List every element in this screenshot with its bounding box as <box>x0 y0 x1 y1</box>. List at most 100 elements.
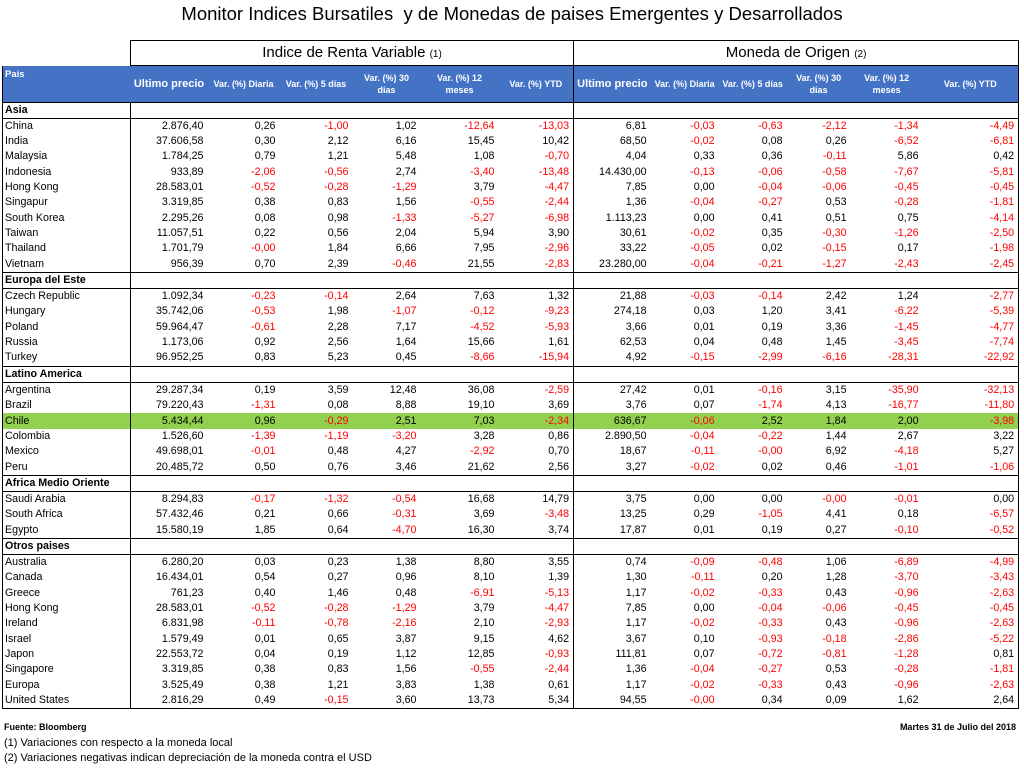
section-header-cell <box>207 474 280 492</box>
cell-currency-var-12-meses: -0,28 <box>894 663 919 676</box>
cell-currency-var-ytd: -0,52 <box>922 522 1020 539</box>
cell-equity-var-diaria: -0,52 <box>251 601 276 614</box>
cell-equity-var-ytd: -3,48 <box>544 508 570 521</box>
section-header-cell <box>850 101 923 119</box>
cell-equity-var-diaria: -0,11 <box>251 617 276 630</box>
cell-equity-var-5-dias: -0,56 <box>324 165 349 178</box>
section-header-cell <box>420 101 499 119</box>
cell-equity-var-30-dias: 2,64 <box>395 290 417 303</box>
section-header-cell <box>573 537 651 555</box>
section-header-cell <box>786 101 851 119</box>
section-header-row: Latino America <box>2 365 1020 383</box>
cell-currency-var-30-dias: 0,51 <box>825 211 847 224</box>
cell-equity-var-30-dias: 1,56 <box>395 196 417 209</box>
cell-currency-var-5-dias: -0,33 <box>758 586 783 599</box>
footnote-1: (1) Variaciones con respecto a la moneda… <box>4 737 233 749</box>
cell-currency-var-diaria: -0,03 <box>690 290 715 303</box>
section-header-cell <box>279 101 353 119</box>
cell-equity-var-12-meses: 16,68 <box>467 492 495 505</box>
table-row: United States 2.816,29 0,49 -0,15 3,60 13,73 5… <box>2 692 1020 710</box>
cell-equity-var-30-dias: -1,33 <box>392 211 417 224</box>
country-name: Indonesia <box>2 164 131 180</box>
cell-currency-var-5-dias: -0,16 <box>758 383 783 396</box>
section-header-cell <box>786 365 851 383</box>
cell-equity-var-12-meses: -0,55 <box>470 196 495 209</box>
cell-currency-var-30-dias: 3,41 <box>825 305 847 318</box>
cell-equity-var-12-meses: -4,52 <box>470 320 495 333</box>
cell-equity-var-diaria: 0,40 <box>254 586 276 599</box>
cell-currency-var-30-dias: 0,43 <box>825 586 847 599</box>
cell-currency-ultimo-precio: 4,04 <box>573 149 651 165</box>
cell-equity-ultimo-precio: 1.784,25 <box>130 149 208 165</box>
cell-equity-var-30-dias: 12,48 <box>389 383 417 396</box>
section-header-cell <box>207 365 280 383</box>
table-row: Vietnam 956,39 0,70 2,39 -0,46 21,55 -2,83 23.2… <box>2 256 1020 273</box>
cell-currency-var-30-dias: 1,44 <box>825 429 847 442</box>
cell-currency-var-diaria: 0,33 <box>693 150 715 163</box>
section-header-cell <box>498 365 574 383</box>
cell-currency-ultimo-precio: 1,36 <box>573 662 651 678</box>
cell-currency-ultimo-precio: 33,22 <box>573 241 651 257</box>
cell-equity-var-30-dias: 5,48 <box>395 150 417 163</box>
country-name: Czech Republic <box>2 288 131 305</box>
cell-currency-var-ytd: 0,00 <box>922 491 1020 508</box>
cell-equity-var-ytd: 1,32 <box>548 290 570 303</box>
group-header-row: Indice de Renta Variable (1) Moneda de O… <box>3 40 1020 66</box>
section-header-cell <box>498 537 574 555</box>
cell-equity-var-ytd: -2,59 <box>544 383 570 396</box>
cell-currency-ultimo-precio: 636,67 <box>573 413 651 429</box>
section-header-cell <box>650 537 719 555</box>
cell-equity-ultimo-precio: 20.485,72 <box>130 459 208 476</box>
cell-equity-var-ytd: -5,13 <box>544 586 570 599</box>
column-header-currency-var-diaria: Var. (%) Diaria <box>650 65 719 102</box>
cell-equity-var-ytd: -0,70 <box>544 150 570 163</box>
section-header-cell <box>207 101 280 119</box>
cell-currency-ultimo-precio: 7,85 <box>573 600 651 617</box>
cell-currency-var-30-dias: -0,06 <box>822 601 847 614</box>
cell-currency-var-12-meses: -6,89 <box>894 555 919 568</box>
cell-currency-var-ytd: -5,22 <box>922 631 1020 647</box>
section-header-cell <box>922 537 1020 555</box>
section-header-cell <box>718 101 787 119</box>
cell-currency-var-5-dias: 0,02 <box>761 460 783 473</box>
cell-currency-var-30-dias: -0,00 <box>822 492 847 505</box>
cell-equity-var-12-meses: 8,80 <box>473 555 495 568</box>
cell-equity-var-30-dias: 4,27 <box>395 445 417 458</box>
cell-equity-var-ytd: 3,69 <box>548 399 570 412</box>
country-name: Taiwan <box>2 225 131 242</box>
column-header-equity-var-30-dias: Var. (%) 30 días <box>352 65 421 102</box>
cell-equity-var-diaria: 0,30 <box>254 135 276 148</box>
column-header-row: Pais Ultimo precio Var. (%) Diaria Var. (%)… <box>2 65 1020 102</box>
cell-currency-var-diaria: -0,02 <box>690 617 715 630</box>
cell-currency-var-30-dias: 0,26 <box>825 135 847 148</box>
table-row: Czech Republic 1.092,34 -0,23 -0,14 2,64 7,63… <box>2 288 1020 305</box>
cell-equity-var-5-dias: 1,21 <box>327 678 349 691</box>
country-name: United States <box>2 692 131 710</box>
cell-currency-var-ytd: -4,99 <box>922 554 1020 571</box>
table-row: Brazil 79.220,43 -1,31 0,08 8,88 19,10 3,69 3,7… <box>2 398 1020 414</box>
cell-equity-var-12-meses: 19,10 <box>467 399 495 412</box>
cell-equity-var-5-dias: 5,23 <box>327 351 349 364</box>
table-body: Asia China 2.876,40 0,26 -1,00 1,02 -12,64 -13,… <box>2 101 1020 710</box>
country-name: Singapore <box>2 662 131 678</box>
cell-currency-var-12-meses: -0,96 <box>894 678 919 691</box>
cell-currency-var-ytd: -4,49 <box>922 118 1020 134</box>
cell-equity-var-diaria: 0,96 <box>207 413 280 429</box>
currency-group-note: (2) <box>854 48 867 60</box>
cell-equity-var-ytd: -2,44 <box>544 663 570 676</box>
column-header-equity-var-ytd: Var. (%) YTD <box>498 65 574 102</box>
table-row: Indonesia 933,89 -2,06 -0,56 2,74 -3,40 -13,48… <box>2 164 1020 180</box>
cell-currency-var-ytd: -6,57 <box>922 507 1020 523</box>
cell-equity-var-diaria: 0,92 <box>254 336 276 349</box>
cell-currency-var-5-dias: 0,41 <box>761 211 783 224</box>
cell-currency-var-30-dias: 1,28 <box>825 571 847 584</box>
cell-equity-var-12-meses: 3,28 <box>473 429 495 442</box>
country-name: Argentina <box>2 382 131 398</box>
cell-equity-var-ytd: -13,03 <box>538 119 570 132</box>
cell-currency-var-ytd: -3,98 <box>922 413 1020 429</box>
market-table-container: Indice de Renta Variable (1) Moneda de O… <box>2 40 1020 710</box>
cell-currency-var-ytd: -6,81 <box>922 133 1020 150</box>
section-header-cell <box>279 474 353 492</box>
cell-currency-ultimo-precio: 30,61 <box>573 225 651 242</box>
column-header-currency-var-5-dias: Var. (%) 5 días <box>718 65 787 102</box>
